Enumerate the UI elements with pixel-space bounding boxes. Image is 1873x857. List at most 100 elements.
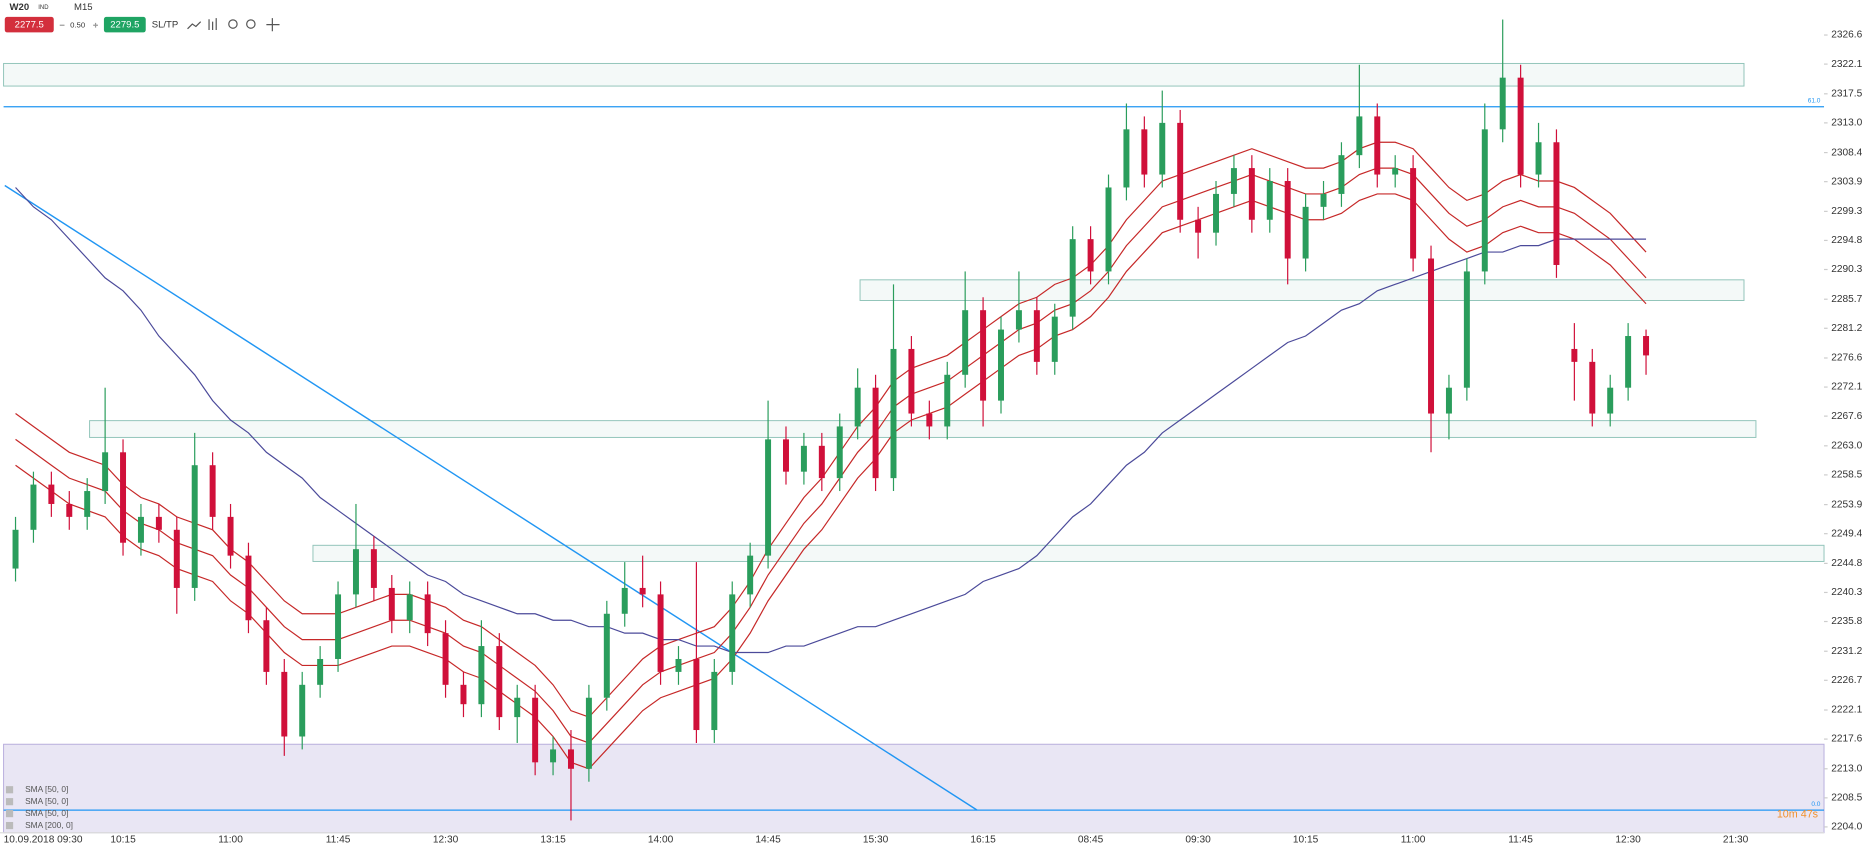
crosshair-icon[interactable] — [266, 18, 280, 32]
candle-body — [1607, 387, 1614, 414]
x-tick-label: 14:00 — [648, 835, 674, 846]
chart-type-icon[interactable] — [187, 21, 202, 30]
candle-body — [1589, 361, 1596, 414]
buy-price[interactable]: 2279.5 — [110, 20, 139, 31]
candle-body — [1213, 193, 1220, 233]
candle-body — [1141, 129, 1148, 175]
candle-body — [747, 555, 754, 595]
candle-body — [1517, 77, 1524, 175]
y-tick-label: 2326.6 — [1831, 30, 1862, 41]
candle-body — [675, 658, 682, 672]
sell-button[interactable] — [4, 16, 54, 33]
candle-body — [1284, 181, 1291, 259]
zoom-in-icon[interactable] — [246, 19, 256, 29]
candle-body — [299, 684, 306, 737]
candle-body — [1123, 129, 1130, 188]
y-tick-label: 2276.6 — [1831, 353, 1862, 364]
volume[interactable]: 0.50 — [70, 20, 85, 29]
zone — [3, 62, 1745, 87]
x-tick-label: 10.09.2018 09:30 — [4, 835, 83, 846]
plus-icon[interactable] — [93, 22, 98, 28]
x-tick-label: 11:45 — [326, 835, 351, 846]
y-tick-label: 2290.3 — [1831, 264, 1862, 275]
toolbar: W20 IND M15 2277.5 0.50 2279.5 SL/TP — [4, 2, 280, 33]
legend-entry: SMA [50, 0] — [25, 808, 68, 818]
candle-body — [639, 587, 646, 595]
candle-body — [1499, 77, 1506, 130]
candle-body — [1320, 193, 1327, 207]
candle-body — [335, 594, 342, 659]
sltp-button[interactable]: SL/TP — [152, 20, 179, 31]
candle-body — [1643, 336, 1650, 356]
candle-body — [1338, 155, 1345, 194]
y-tick-label: 2281.2 — [1831, 323, 1862, 334]
candle-body — [1481, 129, 1488, 272]
y-tick-label: 2308.4 — [1831, 147, 1862, 158]
x-tick-label: 11:00 — [218, 835, 243, 846]
buy-button[interactable] — [103, 16, 146, 33]
y-tick-label: 2272.1 — [1831, 382, 1862, 393]
y-tick-label: 2226.7 — [1831, 675, 1862, 686]
indicator-icon[interactable] — [208, 18, 217, 31]
candle-body — [890, 348, 897, 479]
y-tick-label: 2253.9 — [1831, 499, 1862, 510]
x-tick-label: 21:30 — [1723, 835, 1749, 846]
candle-body — [1428, 258, 1435, 414]
candle-body — [12, 529, 19, 569]
legend-icon[interactable] — [5, 810, 14, 818]
symbol[interactable]: W20 — [10, 2, 30, 13]
x-tick-label: 08:45 — [1078, 835, 1104, 846]
y-tick-label: 2235.8 — [1831, 616, 1862, 627]
candle-body — [1392, 168, 1399, 175]
y-tick-label: 2299.3 — [1831, 206, 1862, 217]
fib-label: 0.0 — [1811, 801, 1820, 808]
candle-body — [783, 439, 789, 472]
candle-body — [1374, 116, 1381, 175]
candle-body — [191, 465, 198, 588]
candle-body — [478, 646, 485, 705]
candle-body — [66, 503, 73, 517]
y-tick-label: 2317.5 — [1831, 88, 1862, 99]
legend-icon[interactable] — [5, 786, 14, 794]
candle-body — [854, 387, 861, 427]
candle-body — [729, 594, 736, 672]
legend-icon[interactable] — [5, 821, 14, 830]
zone — [859, 279, 1745, 301]
candle-body — [263, 620, 270, 672]
zone — [312, 544, 1825, 562]
y-tick-label: 2213.0 — [1831, 763, 1862, 774]
candle-body — [1195, 219, 1202, 233]
y-tick-label: 2285.7 — [1831, 294, 1862, 305]
legend-icon[interactable] — [5, 798, 14, 806]
candle-body — [1302, 206, 1309, 259]
candle-body — [227, 516, 234, 556]
candle-body — [1571, 348, 1578, 362]
candle-body — [1535, 142, 1542, 175]
y-tick-label: 2263.0 — [1831, 441, 1862, 452]
legend-entry: SMA [50, 0] — [25, 784, 68, 794]
candle-body — [1625, 336, 1632, 388]
y-tick-label: 2249.4 — [1831, 528, 1862, 539]
candle-body — [30, 484, 37, 530]
candle-body — [693, 658, 700, 731]
candle-body — [711, 671, 718, 731]
candle-body — [872, 387, 879, 479]
x-tick-label: 11:00 — [1401, 835, 1426, 846]
trend-line — [4, 184, 978, 811]
x-tick-label: 12:30 — [1615, 835, 1641, 846]
candle-body — [1410, 168, 1417, 259]
candle-body — [388, 587, 395, 621]
candle-body — [317, 658, 324, 685]
timeframe[interactable]: M15 — [74, 2, 93, 13]
candle-body — [765, 439, 772, 556]
candle-body — [406, 594, 413, 621]
zoom-out-icon[interactable] — [228, 19, 238, 29]
candle-body — [550, 749, 557, 763]
candle-body — [48, 484, 55, 504]
candle-body — [496, 646, 503, 718]
market: IND — [38, 5, 49, 11]
y-tick-label: 2313.0 — [1831, 118, 1862, 129]
candle-body — [836, 426, 843, 479]
x-tick-label: 10:15 — [1293, 835, 1319, 846]
sell-price[interactable]: 2277.5 — [15, 20, 44, 31]
